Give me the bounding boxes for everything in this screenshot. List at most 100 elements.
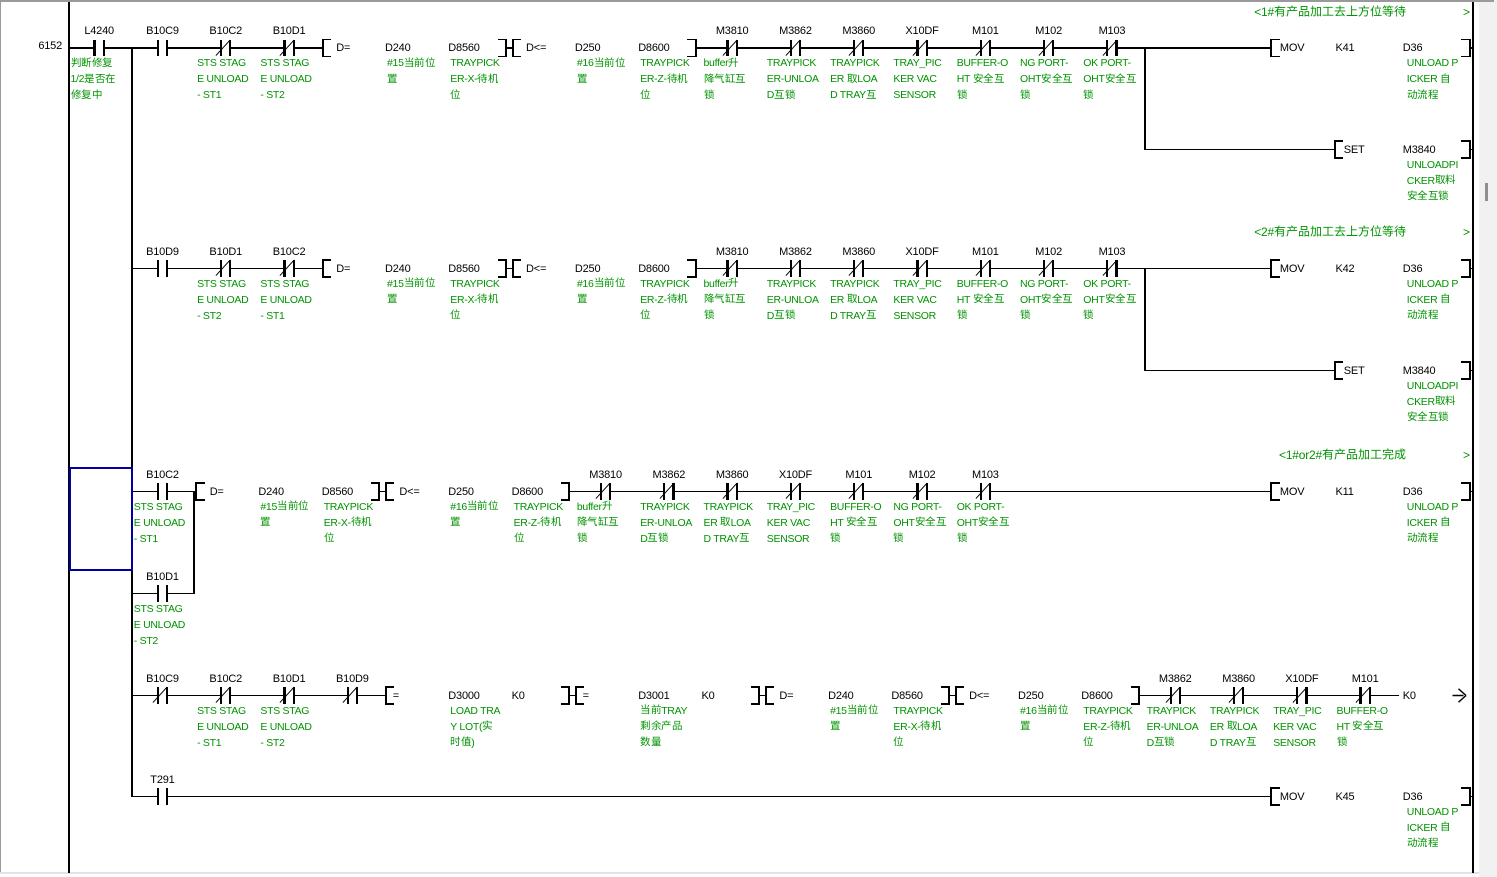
cjk-glyph-shape	[1041, 293, 1052, 304]
contact-M3862-bar[interactable]	[798, 39, 802, 57]
device-comment: TRAYPICK ER-X-	[450, 276, 500, 324]
instruction-bracket	[1461, 804, 1471, 806]
contact-M3860-bar[interactable]	[862, 260, 865, 277]
contact-B10D1-bar[interactable]	[292, 687, 295, 704]
device-comment-line: OHT	[1083, 71, 1136, 87]
rung-statement[interactable]: <1#	[986, 4, 1406, 20]
cjk-glyph-shape	[1441, 821, 1449, 832]
contact-X10DF-bar[interactable]	[925, 39, 928, 57]
instruction-mnemonic: D=	[336, 262, 351, 275]
device-comment-line: TRAY_PIC	[1273, 704, 1322, 717]
contact-B10D9-bar[interactable]	[156, 260, 159, 277]
contact-M101-bar[interactable]	[988, 260, 992, 277]
device-comment-line: ER LOA	[830, 73, 878, 85]
contact-B10D1-bar[interactable]	[229, 260, 232, 277]
device-comment-line: UNLOADPI	[1406, 379, 1459, 392]
contact-B10C2-bar[interactable]	[156, 483, 159, 500]
contact-B10D9-bar[interactable]	[165, 260, 169, 277]
contact-M3860-bar[interactable]	[735, 483, 738, 500]
device-comment-line	[957, 308, 1008, 324]
instruction-bracket	[1461, 787, 1471, 789]
contact-B10C9-bar[interactable]	[165, 39, 169, 57]
contact-M101-bar[interactable]	[1368, 687, 1371, 704]
contact-M103-bar[interactable]	[988, 483, 992, 500]
contact-M101-bar[interactable]	[988, 39, 992, 57]
contact-M102-bar[interactable]	[925, 483, 928, 500]
cjk-glyph	[1417, 837, 1428, 848]
cjk-glyph-shape	[703, 89, 714, 99]
device-label: B10D1	[146, 570, 179, 583]
cjk-glyph-shape	[92, 89, 101, 99]
contact-B10D1-bar[interactable]	[165, 585, 169, 602]
instruction-bracket	[1270, 259, 1273, 278]
operand-label: D240	[828, 689, 854, 702]
device-comment: #15	[387, 55, 435, 87]
instruction-bracket	[687, 276, 697, 278]
contact-B10C9-bar[interactable]	[165, 687, 169, 704]
contact-M102-bar[interactable]	[1052, 39, 1055, 57]
device-comment: TRAYPICK ER-X-	[324, 499, 373, 547]
cjk-glyph	[1358, 5, 1370, 17]
contact-L4240-bar[interactable]	[93, 39, 96, 57]
vertical-scrollbar-track[interactable]	[1479, 0, 1497, 877]
rung-statement[interactable]: <2#	[986, 224, 1406, 240]
contact-M103-bar[interactable]	[1115, 260, 1118, 277]
contact-M3862-bar[interactable]	[798, 260, 802, 277]
contact-B10D1-bar[interactable]	[292, 39, 295, 57]
edit-cursor[interactable]	[68, 466, 134, 571]
wire	[130, 795, 157, 798]
instruction-bracket	[321, 38, 324, 58]
contact-M101-bar[interactable]	[862, 483, 865, 500]
contact-X10DF-bar[interactable]	[798, 483, 802, 500]
cjk-glyph	[95, 73, 105, 83]
cjk-glyph-shape	[351, 516, 361, 527]
cjk-glyph	[640, 89, 651, 99]
contact-M3810-bar[interactable]	[735, 39, 738, 57]
device-comment: TRAYPICK ER LOA D TRAY	[1210, 703, 1260, 751]
cjk-glyph-shape	[1041, 73, 1052, 83]
contact-T291-bar[interactable]	[165, 788, 169, 805]
cjk-glyph-shape	[1382, 5, 1394, 17]
cjk-glyph-shape	[661, 720, 671, 731]
contact-B10C9-bar[interactable]	[156, 39, 159, 57]
device-comment-line	[577, 531, 619, 547]
cjk-glyph-shape	[784, 309, 795, 320]
cjk-glyph-shape	[1358, 5, 1370, 17]
contact-M102-bar[interactable]	[1052, 260, 1055, 277]
contact-B10D9-bar[interactable]	[355, 687, 359, 704]
device-comment: STS STAG E UNLOAD - ST1	[197, 55, 249, 103]
rung-statement[interactable]: <1#or2#	[986, 447, 1406, 463]
contact-B10C2-bar[interactable]	[165, 483, 169, 500]
device-label: M103	[1098, 245, 1126, 258]
contact-M103-bar[interactable]	[1115, 39, 1118, 57]
device-comment-line: OHT	[1083, 292, 1136, 308]
contact-B10C2-bar[interactable]	[292, 260, 295, 277]
contact-X10DF-bar[interactable]	[925, 260, 928, 277]
cjk-glyph-shape	[651, 737, 661, 747]
contact-B10C2-bar[interactable]	[229, 687, 232, 704]
vertical-scrollbar-thumb[interactable]	[1484, 183, 1488, 201]
contact-M3860-bar[interactable]	[862, 39, 865, 57]
contact-M3810-bar[interactable]	[609, 483, 612, 500]
contact-L4240-bar[interactable]	[102, 39, 105, 57]
cjk-glyph-shape	[1083, 736, 1094, 747]
contact-M3862-bar[interactable]	[1178, 687, 1181, 704]
instruction-bracket-stub	[1469, 490, 1473, 493]
contact-X10DF-bar[interactable]	[1305, 687, 1308, 704]
device-comment-line: E UNLOAD	[133, 516, 186, 529]
contact-M3810-bar[interactable]	[735, 260, 738, 277]
contact-B10D1-bar[interactable]	[156, 585, 159, 602]
instruction-bracket	[385, 686, 395, 688]
cjk-glyph-shape	[468, 500, 477, 511]
cjk-glyph-shape	[1322, 227, 1334, 237]
contact-B10C2-bar[interactable]	[229, 39, 232, 57]
contact-T291-bar[interactable]	[156, 788, 159, 805]
device-comment-line	[704, 71, 746, 87]
cjk-glyph	[387, 294, 397, 304]
cjk-glyph-shape	[594, 277, 603, 288]
operand-label: D250	[574, 42, 601, 54]
contact-M3860-bar[interactable]	[1242, 687, 1245, 704]
contact-M3862-bar[interactable]	[672, 483, 675, 500]
cjk-glyph	[856, 516, 867, 527]
